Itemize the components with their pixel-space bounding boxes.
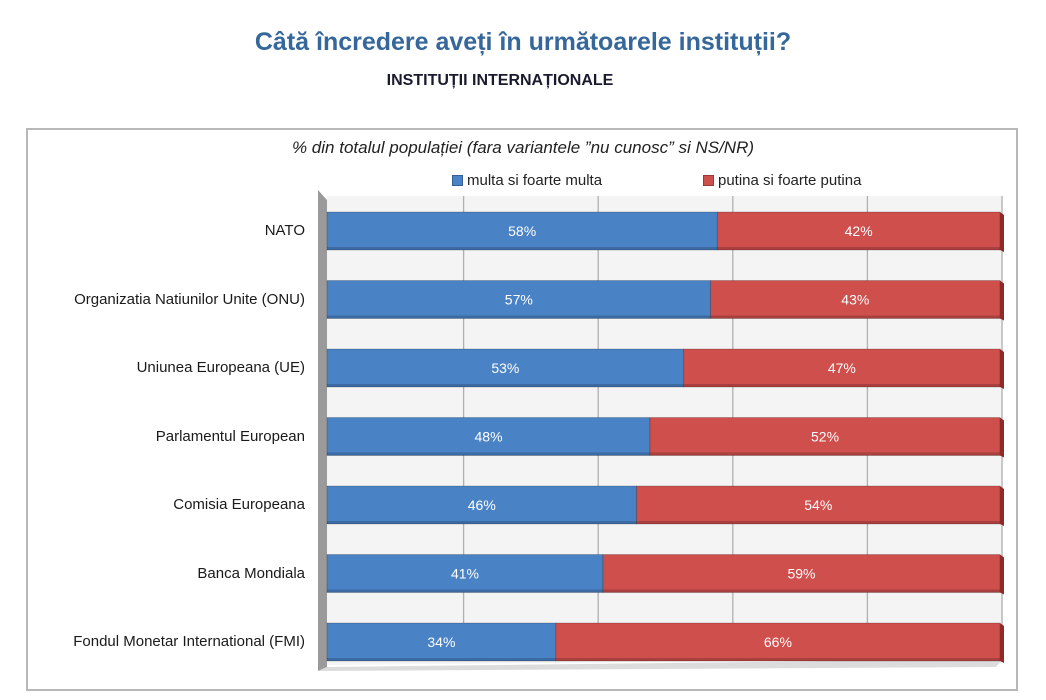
bar-end-cap — [1000, 212, 1004, 252]
page-title: Câtă încredere aveți în următoarele inst… — [254, 28, 792, 56]
data-label: 57% — [505, 292, 533, 308]
bar-end-cap — [1000, 280, 1004, 321]
category-label: Organizatia Natiunilor Unite (ONU) — [74, 290, 305, 308]
data-label: 43% — [841, 292, 869, 308]
bar-end-cap — [1000, 417, 1004, 458]
bar-segment — [326, 348, 685, 388]
category-label: Uniunea Europeana (UE) — [136, 359, 305, 376]
bar-shadow — [327, 247, 718, 250]
bar-shadow — [683, 384, 1000, 387]
bar-end-cap — [1000, 486, 1004, 526]
data-label: 47% — [828, 360, 856, 376]
bar-segment — [710, 280, 1001, 319]
bar-segment — [326, 280, 712, 319]
page-subtitle: INSTITUȚII INTERNAȚIONALE — [386, 72, 614, 89]
data-label: 34% — [427, 634, 455, 650]
data-label: 41% — [451, 566, 479, 582]
bar-segment — [716, 211, 1001, 251]
category-label: Parlamentul European — [155, 427, 305, 445]
data-label: 42% — [845, 223, 873, 239]
bar-segment — [326, 417, 651, 456]
bar-end-cap — [1000, 623, 1004, 663]
legend-item-multa: multa si foarte multa — [452, 172, 602, 189]
bar-segment — [602, 554, 1001, 593]
bar-segment — [636, 485, 1001, 525]
plot-side-wall — [318, 190, 327, 671]
data-label: 59% — [787, 566, 815, 582]
legend-item-putina: putina si foarte putina — [703, 172, 861, 189]
bar-shadow — [650, 452, 1000, 456]
bar-end-cap — [1000, 554, 1004, 595]
bar-shadow — [555, 658, 1000, 661]
legend-swatch-blue — [452, 175, 463, 186]
category-label: Comisia Europeana — [173, 496, 305, 513]
data-label: 66% — [764, 634, 792, 650]
plot-floor — [318, 659, 1003, 671]
data-label: 53% — [491, 360, 519, 376]
legend-label: putina si foarte putina — [718, 172, 862, 189]
bar-shadow — [327, 452, 651, 456]
bar-shadow — [327, 315, 711, 319]
bar-shadow — [327, 384, 684, 387]
data-label: 46% — [468, 497, 496, 513]
bar-shadow — [602, 589, 1000, 593]
bar-segment — [683, 348, 1001, 388]
bar-segment — [326, 622, 557, 662]
bar-shadow — [717, 247, 1000, 250]
legend-label: multa si foarte multa — [467, 172, 603, 189]
data-label: 54% — [804, 497, 832, 513]
category-label: Fondul Monetar International (FMI) — [73, 633, 305, 650]
bar-end-cap — [1000, 349, 1004, 389]
category-label: NATO — [264, 222, 305, 239]
bar-segment — [649, 417, 1001, 456]
bar-shadow — [710, 315, 1000, 319]
category-label: Banca Mondiala — [197, 564, 305, 582]
bar-segment — [326, 485, 637, 525]
legend-swatch-red — [703, 175, 714, 186]
data-label: 48% — [475, 429, 503, 445]
bar-shadow — [327, 521, 637, 524]
data-label: 58% — [508, 223, 536, 239]
bar-shadow — [636, 521, 1000, 524]
bar-shadow — [327, 589, 603, 593]
bar-segment — [555, 622, 1001, 662]
chart-title: % din totalul populației (fara variantel… — [291, 138, 755, 157]
data-label: 52% — [811, 429, 839, 445]
bar-segment — [326, 211, 718, 251]
bar-shadow — [327, 658, 556, 661]
